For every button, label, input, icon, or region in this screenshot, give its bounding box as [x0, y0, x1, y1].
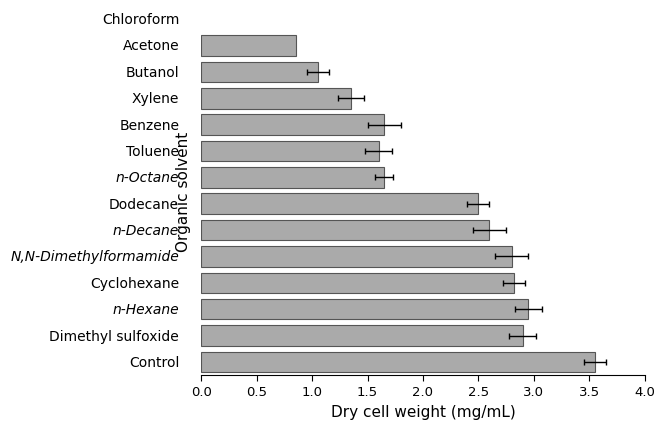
Bar [201, 168, 384, 188]
Text: Acetone: Acetone [122, 39, 179, 53]
Bar [201, 273, 514, 294]
Text: n-Hexane: n-Hexane [113, 302, 179, 317]
Bar [201, 299, 528, 320]
Bar [201, 63, 318, 83]
X-axis label: Dry cell weight (mg/mL): Dry cell weight (mg/mL) [330, 404, 515, 419]
Text: Toluene: Toluene [126, 144, 179, 158]
Text: Xylene: Xylene [132, 92, 179, 106]
Bar [201, 325, 523, 346]
Bar [201, 89, 351, 109]
Bar [201, 141, 379, 162]
Bar [201, 247, 512, 267]
Bar [201, 115, 384, 135]
Bar [201, 36, 295, 57]
Bar [201, 194, 479, 214]
Bar [201, 352, 594, 372]
Text: Dimethyl sulfoxide: Dimethyl sulfoxide [50, 329, 179, 343]
Text: Dodecane: Dodecane [109, 197, 179, 211]
Bar [201, 220, 489, 241]
Text: Benzene: Benzene [119, 118, 179, 132]
Text: n-Decane: n-Decane [113, 224, 179, 238]
Text: Cyclohexane: Cyclohexane [90, 276, 179, 290]
Text: Control: Control [129, 355, 179, 369]
Y-axis label: Organic solvent: Organic solvent [176, 131, 191, 251]
Text: Butanol: Butanol [126, 66, 179, 80]
Text: N,N-Dimethylformamide: N,N-Dimethylformamide [11, 250, 179, 264]
Text: n-Octane: n-Octane [116, 171, 179, 185]
Text: Chloroform: Chloroform [102, 13, 179, 27]
